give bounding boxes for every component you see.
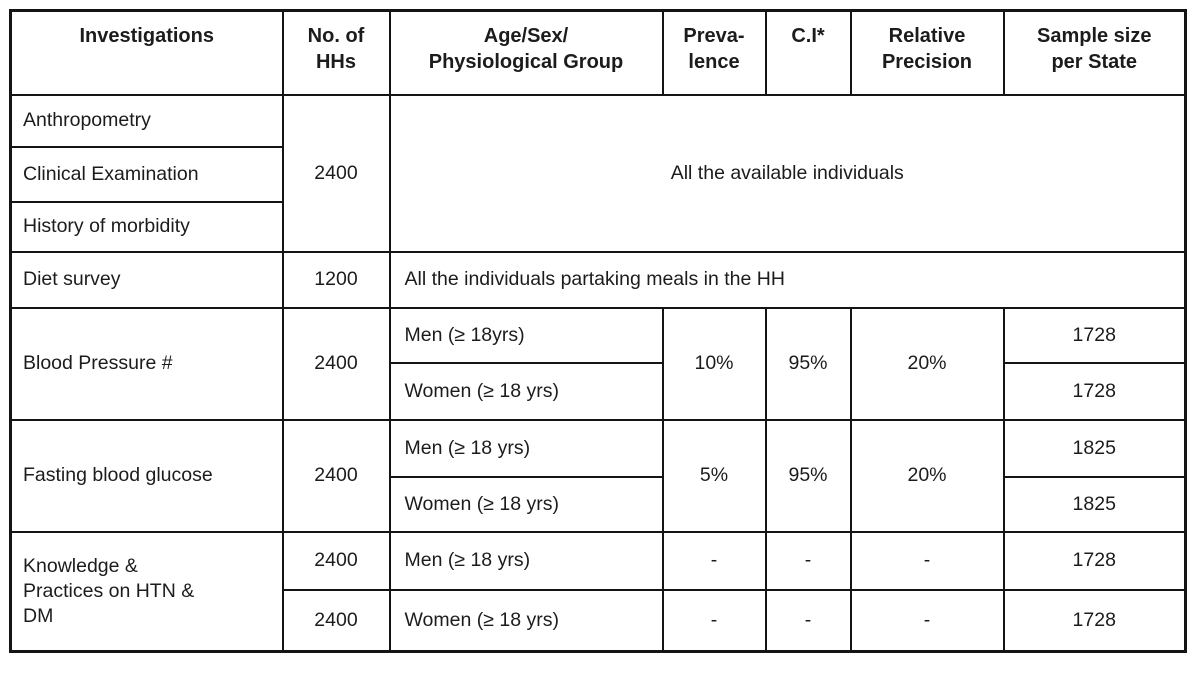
header-investigations: Investigations — [9, 9, 284, 96]
cell-available-hhs: 2400 — [281, 93, 391, 253]
cell-kp-women-prevalence: - — [661, 588, 767, 653]
cell-kp-women-group: Women (≥ 18 yrs) — [388, 588, 664, 653]
cell-kp-women-precision: - — [849, 588, 1005, 653]
cell-bp-men-sample: 1728 — [1002, 306, 1187, 364]
cell-available-note: All the available individuals — [388, 93, 1187, 253]
cell-kp-men-prevalence: - — [661, 530, 767, 591]
cell-kp-men-precision: - — [849, 530, 1005, 591]
row-history-of-morbidity: History of morbidity — [9, 200, 1186, 253]
cell-clinical-examination: Clinical Examination — [9, 145, 284, 203]
cell-diet-note: All the individuals partaking meals in t… — [388, 250, 1187, 309]
cell-anthropometry: Anthropometry — [9, 93, 284, 148]
header-prevalence: Preva- lence — [661, 9, 767, 96]
cell-fbg-women-sample: 1825 — [1002, 475, 1187, 533]
cell-bp-prevalence: 10% — [661, 306, 767, 421]
cell-fbg-women-group: Women (≥ 18 yrs) — [388, 475, 664, 533]
row-anthropometry: Anthropometry 2400 All the available ind… — [9, 93, 1187, 253]
cell-history-of-morbidity: History of morbidity — [9, 200, 284, 253]
survey-sampling-table: Investigations No. of HHs Age/Sex/ Physi… — [9, 9, 1187, 653]
row-fasting-glucose-women: Women (≥ 18 yrs) 1825 — [11, 475, 1187, 533]
header-relative-precision: Relative Precision — [849, 9, 1005, 96]
cell-bp-men-group: Men (≥ 18yrs) — [388, 306, 664, 364]
cell-kp-women-sample: 1728 — [1002, 588, 1187, 653]
row-blood-pressure-men: Blood Pressure # 2400 Men (≥ 18yrs) 10% … — [9, 306, 1187, 421]
cell-kp-men-sample: 1728 — [1002, 530, 1187, 591]
row-diet-survey: Diet survey 1200 All the individuals par… — [9, 250, 1187, 309]
cell-knowledge-practices: Knowledge & Practices on HTN & DM — [9, 530, 284, 653]
header-age-sex-group: Age/Sex/ Physiological Group — [388, 9, 664, 96]
cell-bp-precision: 20% — [849, 306, 1005, 421]
cell-fasting-glucose: Fasting blood glucose — [9, 418, 284, 533]
row-clinical-examination: Clinical Examination — [9, 145, 1186, 203]
cell-bp-ci: 95% — [764, 306, 852, 421]
cell-kp-men-ci: - — [764, 530, 852, 591]
cell-fbg-prevalence: 5% — [661, 418, 767, 533]
row-knowledge-men: Knowledge & Practices on HTN & DM 2400 M… — [9, 530, 1187, 653]
header-ci: C.I* — [764, 9, 852, 96]
cell-fbg-ci: 95% — [764, 418, 852, 533]
cell-diet-survey: Diet survey — [9, 250, 284, 309]
row-knowledge-women: 2400 Women (≥ 18 yrs) - - - 1728 — [11, 588, 1187, 653]
cell-fbg-hhs: 2400 — [281, 418, 391, 533]
cell-kp-women-hhs: 2400 — [281, 588, 391, 653]
cell-bp-hhs: 2400 — [281, 306, 391, 421]
cell-bp-women-group: Women (≥ 18 yrs) — [388, 361, 664, 421]
cell-fbg-men-sample: 1825 — [1002, 418, 1187, 478]
cell-bp-women-sample: 1728 — [1002, 361, 1187, 421]
row-fasting-glucose-men: Fasting blood glucose 2400 Men (≥ 18 yrs… — [9, 418, 1187, 533]
cell-blood-pressure: Blood Pressure # — [9, 306, 284, 421]
cell-kp-women-ci: - — [764, 588, 852, 653]
cell-kp-men-group: Men (≥ 18 yrs) — [388, 530, 664, 591]
cell-kp-men-hhs: 2400 — [281, 530, 391, 591]
cell-fbg-precision: 20% — [849, 418, 1005, 533]
row-blood-pressure-women: Women (≥ 18 yrs) 1728 — [11, 361, 1187, 421]
header-row: Investigations No. of HHs Age/Sex/ Physi… — [9, 9, 1187, 96]
cell-diet-hhs: 1200 — [281, 250, 391, 309]
cell-fbg-men-group: Men (≥ 18 yrs) — [388, 418, 664, 478]
header-sample-size: Sample size per State — [1002, 9, 1187, 96]
header-no-of-hhs: No. of HHs — [281, 9, 391, 96]
